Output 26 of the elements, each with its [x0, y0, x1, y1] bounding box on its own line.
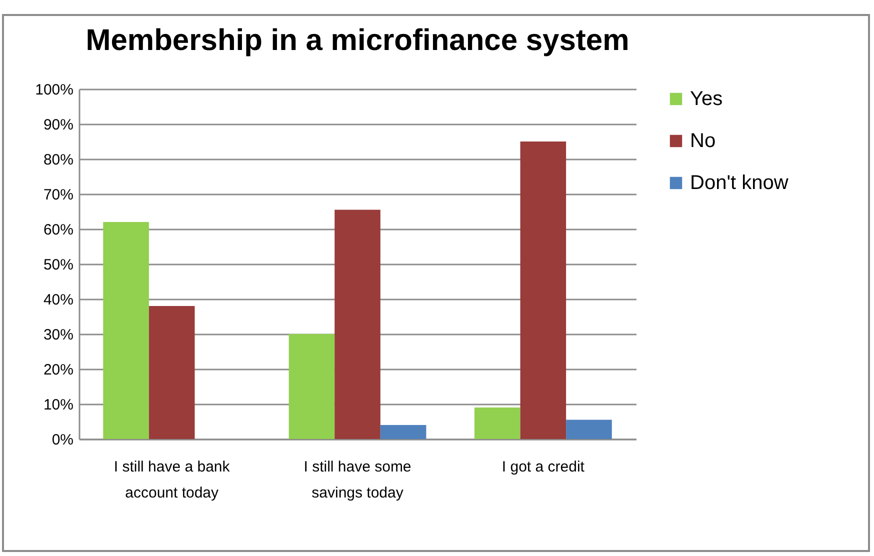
bar [103, 222, 149, 439]
chart-title: Membership in a microfinance system [86, 24, 630, 57]
bar [148, 306, 195, 439]
x-tick-label: I still have a bank account today [114, 458, 230, 502]
legend-label: No [690, 130, 716, 152]
x-tick-label: I got a credit [502, 458, 586, 476]
legend-label: Yes [690, 88, 723, 110]
y-tick-label: 80% [43, 152, 74, 168]
y-tick-label: 20% [43, 362, 74, 378]
y-tick-label: 60% [43, 222, 74, 238]
y-tick-label: 10% [43, 396, 74, 414]
y-tick-label: 0% [52, 432, 74, 448]
bar [566, 420, 612, 439]
y-tick-label: 30% [43, 326, 74, 344]
y-tick-label: 100% [35, 82, 74, 98]
legend-label: Don't know [690, 172, 789, 194]
y-tick-label: 70% [43, 186, 74, 204]
bar [474, 408, 520, 439]
y-tick-label: 40% [43, 292, 74, 308]
x-tick-label: I still have some savings today [304, 458, 412, 502]
bar [380, 425, 426, 439]
bar [520, 142, 566, 439]
bar [334, 210, 380, 439]
y-tick-label: 90% [43, 116, 74, 134]
y-tick-label: 50% [43, 256, 74, 274]
bar [288, 334, 335, 439]
